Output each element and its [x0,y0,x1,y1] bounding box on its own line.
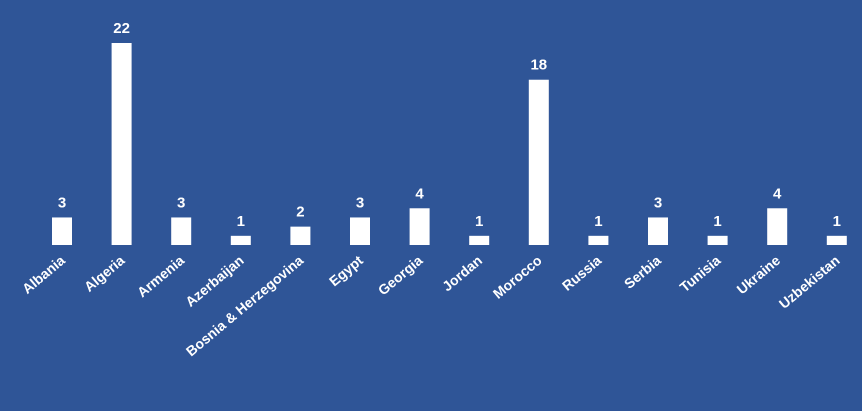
bar-albania [52,217,72,245]
category-label-serbia: Serbia [621,252,664,292]
bar-algeria [111,43,132,245]
category-label-albania: Albania [19,252,68,297]
bar-jordan [469,235,490,245]
bar-egypt [350,217,370,245]
category-label-uzbekistan: Uzbekistan [776,252,843,312]
data-label-uzbekistan: 1 [833,213,841,230]
data-label-russia: 1 [594,213,602,230]
data-label-armenia: 3 [177,194,185,211]
data-label-azerbaijan: 1 [237,213,245,230]
data-label-morocco: 18 [530,57,547,74]
category-label-ukraine: Ukraine [734,252,784,297]
bar-armenia [171,217,192,245]
data-label-albania: 3 [58,194,66,211]
data-labels-group: 3 22 3 1 2 3 4 1 18 1 3 1 4 1 [58,20,841,230]
bar-russia [588,235,609,245]
bar-azerbaijan [230,235,251,245]
bar-morocco [528,79,549,246]
bar-serbia [648,217,668,245]
data-label-egypt: 3 [356,194,364,211]
category-label-jordan: Jordan [439,252,485,294]
data-label-georgia: 4 [415,185,424,202]
bars-group [52,43,847,246]
category-label-russia: Russia [559,252,605,294]
data-label-jordan: 1 [475,213,483,230]
category-label-georgia: Georgia [375,252,426,298]
bar-tunisia [707,235,728,245]
bar-bosnia-herzegovina [290,226,311,245]
category-label-egypt: Egypt [326,252,366,289]
bar-uzbekistan [826,235,847,245]
category-label-armenia: Armenia [134,252,187,300]
data-label-serbia: 3 [654,194,662,211]
bar-ukraine [767,208,788,245]
bar-georgia [409,208,430,245]
data-label-bosnia-herzegovina: 2 [296,204,304,221]
data-label-algeria: 22 [113,20,130,37]
category-label-morocco: Morocco [490,252,545,302]
category-label-algeria: Algeria [81,252,128,295]
data-label-tunisia: 1 [713,213,721,230]
category-label-tunisia: Tunisia [676,252,723,295]
data-label-ukraine: 4 [773,185,782,202]
category-label-bosnia-herzegovina: Bosnia & Herzegovina [183,252,307,359]
